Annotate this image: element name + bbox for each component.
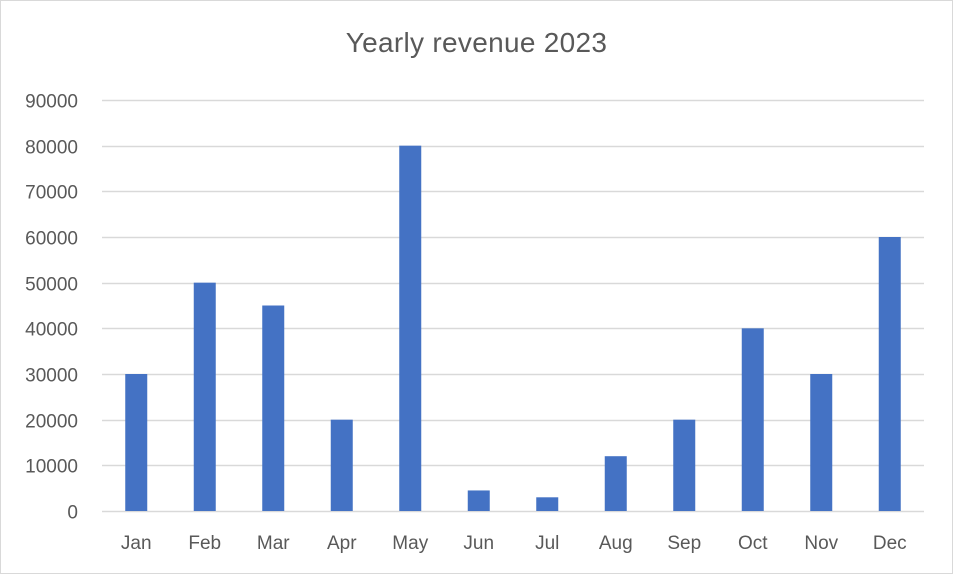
y-tick-label: 0: [67, 503, 78, 524]
x-tick-label-aug: Aug: [599, 533, 633, 554]
bar-mar: [262, 305, 285, 511]
bar-oct: [741, 328, 764, 511]
x-tick-label-jan: Jan: [121, 533, 152, 554]
y-tick-label: 80000: [25, 138, 78, 159]
x-tick-label-mar: Mar: [257, 533, 290, 554]
bar-jan: [125, 374, 148, 511]
y-axis-tick-labels: 0 10000 20000 30000 40000 50000 60000 70000 8000…: [25, 92, 78, 524]
bar-aug: [604, 456, 627, 511]
y-tick-label: 10000: [25, 457, 78, 478]
bar-may: [399, 145, 422, 511]
x-tick-label-jul: Jul: [535, 533, 559, 554]
y-tick-label: 50000: [25, 275, 78, 296]
y-tick-label: 40000: [25, 320, 78, 341]
y-tick-label: 70000: [25, 183, 78, 204]
bar-feb: [193, 282, 216, 511]
bar-nov: [810, 374, 833, 511]
y-tick-label: 90000: [25, 92, 78, 113]
x-tick-label-sep: Sep: [667, 533, 701, 554]
x-tick-label-oct: Oct: [738, 533, 768, 554]
bar-sep: [673, 419, 696, 511]
chart-title: Yearly revenue 2023: [345, 27, 608, 58]
bar-dec: [878, 237, 901, 511]
x-tick-label-apr: Apr: [327, 533, 357, 554]
y-tick-label: 20000: [25, 412, 78, 433]
x-tick-label-nov: Nov: [804, 533, 838, 554]
x-tick-label-dec: Dec: [873, 533, 907, 554]
bar-apr: [330, 419, 353, 511]
x-tick-label-may: May: [392, 533, 428, 554]
bars: [125, 145, 901, 511]
y-tick-label: 30000: [25, 366, 78, 387]
y-tick-label: 60000: [25, 229, 78, 250]
x-axis-tick-labels: Jan Feb Mar Apr May Jun Jul Aug Sep Oct Nov Dec: [121, 533, 907, 554]
x-tick-label-jun: Jun: [463, 533, 494, 554]
bar-jun: [467, 490, 490, 511]
gridlines: [102, 99, 924, 513]
x-tick-label-feb: Feb: [188, 533, 221, 554]
bar-jul: [536, 497, 559, 511]
